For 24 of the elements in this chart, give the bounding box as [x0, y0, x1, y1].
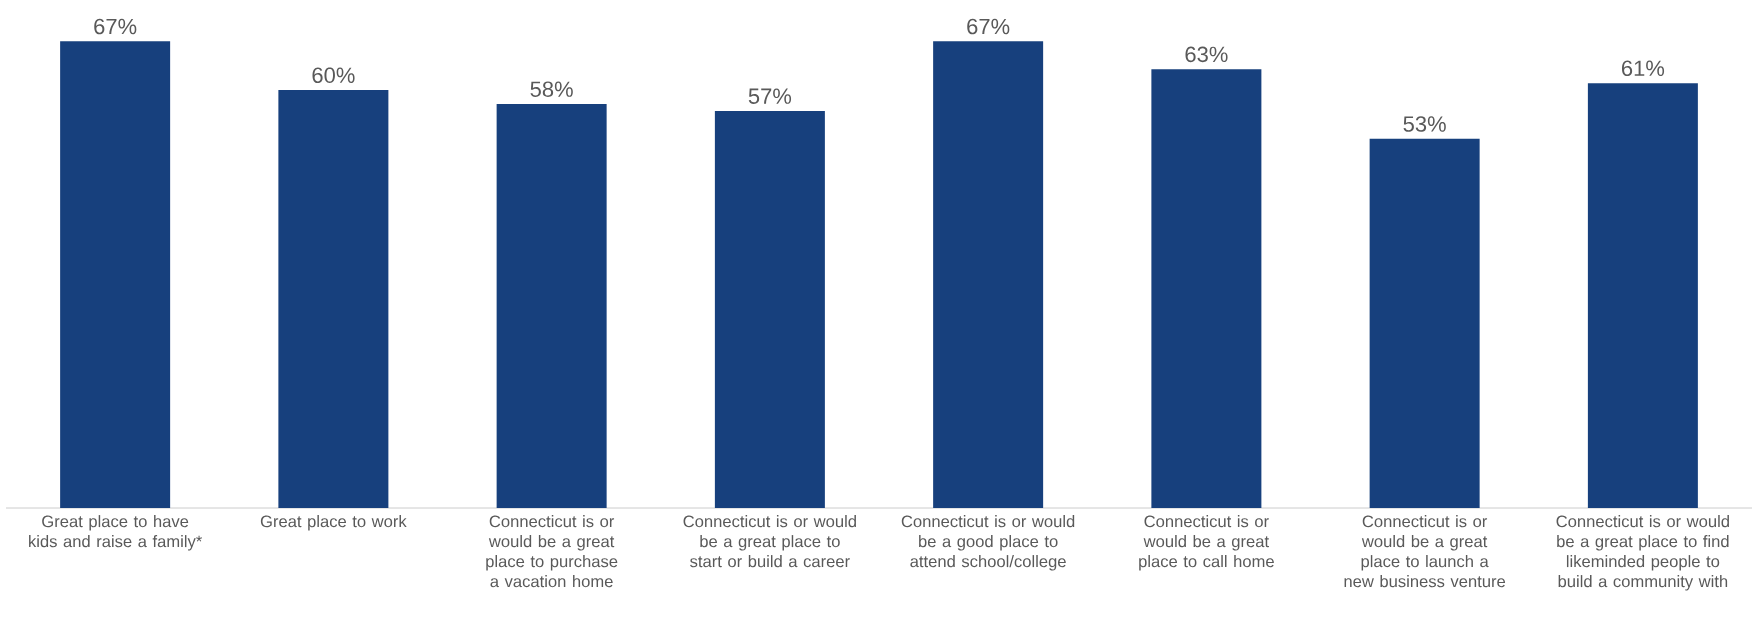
x-tick-label: Connecticut is or would be a good place to attend school/college: [901, 515, 1075, 571]
x-tick-label: Connecticut is or would be a great place to launch a new business venture: [1344, 515, 1506, 588]
data-label: 63%: [1185, 46, 1228, 63]
bar: [1151, 69, 1262, 508]
bar: [278, 90, 389, 508]
bar: [496, 104, 607, 508]
data-label: 67%: [967, 18, 1010, 35]
data-label: 67%: [94, 18, 137, 35]
data-label: 60%: [312, 67, 355, 84]
bar: [933, 41, 1044, 508]
bar: [714, 110, 825, 508]
bar: [1587, 83, 1698, 508]
data-label: 58%: [530, 81, 573, 97]
bar: [60, 41, 171, 508]
x-tick-label: Great place to have kids and raise a family*: [29, 515, 203, 551]
x-tick-label: Great place to work: [260, 515, 407, 531]
data-label: 61%: [1621, 60, 1665, 77]
x-tick-label: Connecticut is or would be a great place to find likeminded people to build a community with: [1556, 515, 1729, 591]
data-label: 53%: [1403, 116, 1446, 132]
bar: [1369, 138, 1480, 508]
x-tick-label: Connecticut is or would be a great place to purchase a vacation home: [486, 515, 618, 588]
x-tick-label: Connecticut is or would be a great place to call home: [1139, 515, 1274, 571]
data-label: 57%: [748, 88, 792, 104]
x-tick-label: Connecticut is or would be a great place to start or build a career: [683, 515, 856, 568]
